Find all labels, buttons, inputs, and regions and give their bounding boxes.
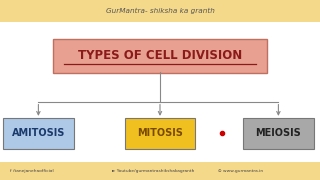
FancyBboxPatch shape [125, 118, 195, 148]
Bar [0, 162, 320, 180]
FancyBboxPatch shape [243, 118, 314, 148]
Text: TYPES OF CELL DIVISION: TYPES OF CELL DIVISION [78, 49, 242, 62]
Text: AMITOSIS: AMITOSIS [12, 128, 65, 138]
FancyBboxPatch shape [53, 39, 267, 73]
Text: GurMantra- shiksha ka granth: GurMantra- shiksha ka granth [106, 8, 214, 14]
Bar [0, 0, 320, 22]
FancyBboxPatch shape [3, 118, 74, 148]
Text: MITOSIS: MITOSIS [137, 128, 183, 138]
Text: ► Youtube/gurmantrashikshakagranth: ► Youtube/gurmantrashikshakagranth [112, 169, 194, 173]
Text: ⊙ www.gurmantra.in: ⊙ www.gurmantra.in [218, 169, 263, 173]
Text: f /tanejanehaofficial: f /tanejanehaofficial [10, 169, 53, 173]
Text: MEIOSIS: MEIOSIS [256, 128, 301, 138]
